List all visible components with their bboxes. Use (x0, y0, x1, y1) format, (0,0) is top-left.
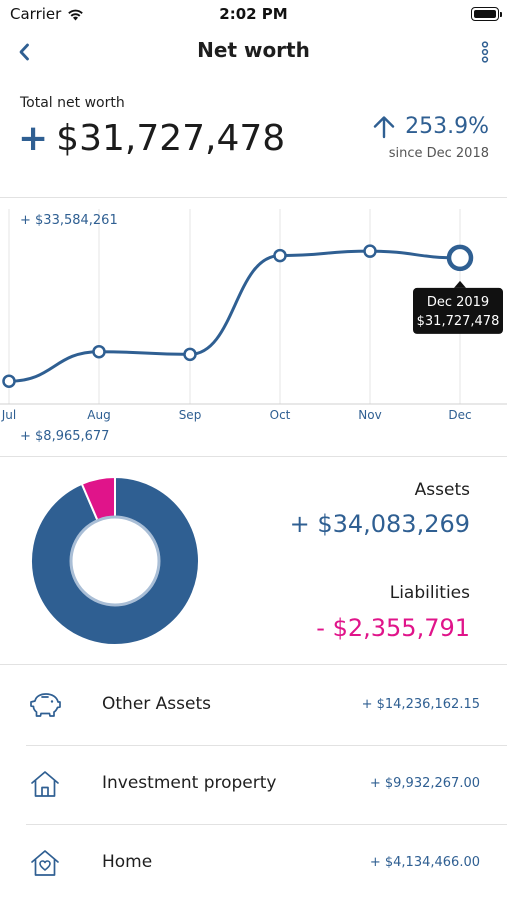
data-point-nov[interactable] (363, 244, 377, 258)
data-point-oct[interactable] (273, 248, 287, 263)
account-row-home[interactable]: Home + $4,134,466.00 (0, 824, 507, 900)
liabilities-value: - $2,355,791 (316, 614, 470, 642)
x-tick-label: Jul (1, 408, 16, 422)
battery-icon (471, 7, 502, 21)
more-vertical-icon (481, 41, 489, 63)
more-options-button[interactable] (475, 38, 495, 66)
data-point-aug[interactable] (92, 344, 106, 359)
donut-inner-ring (69, 515, 161, 607)
navigation-bar: Net worth (0, 30, 507, 74)
account-value: + $4,134,466.00 (369, 855, 480, 870)
account-row-investment-property[interactable]: Investment property + $9,932,267.00 (0, 745, 507, 824)
account-list: Other Assets + $14,236,162.15 Investment… (0, 666, 507, 900)
total-amount: $31,727,478 (56, 118, 286, 159)
net-worth-chart[interactable]: + $33,584,261 + $8,965,677 Jul Aug Sep Oct Nov… (0, 199, 507, 457)
change-percent: 253.9% (405, 114, 489, 139)
house-icon (31, 771, 59, 797)
status-bar: Carrier 2:02 PM (0, 0, 507, 30)
x-tick-label: Oct (270, 408, 291, 422)
tooltip-background (413, 287, 503, 334)
carrier-indicator: Carrier (10, 5, 84, 23)
status-time: 2:02 PM (219, 5, 288, 23)
arrow-up-icon (373, 115, 395, 138)
chart-tooltip: Dec 2019 $31,727,478 (413, 280, 503, 334)
data-point-jul[interactable] (2, 374, 16, 388)
x-tick-label: Dec (448, 408, 471, 422)
tooltip-value: $31,727,478 (417, 314, 500, 329)
total-net-worth-value: + $31,727,478 (18, 118, 285, 159)
account-row-other-assets[interactable]: Other Assets + $14,236,162.15 (0, 666, 507, 745)
carrier-label: Carrier (10, 5, 62, 23)
assets-value: + $34,083,269 (289, 510, 470, 538)
data-point-sep[interactable] (183, 347, 197, 362)
assets-label: Assets (414, 480, 470, 500)
home-heart-icon (31, 850, 59, 876)
account-name: Home (102, 852, 153, 872)
x-tick-label: Sep (179, 408, 202, 422)
tooltip-pointer (454, 280, 466, 288)
page-title: Net worth (197, 38, 310, 62)
min-value-label: + $8,965,677 (20, 429, 109, 444)
net-worth-change: 253.9% (373, 114, 489, 139)
total-net-worth-label: Total net worth (20, 95, 125, 111)
line-chart[interactable]: + $33,584,261 + $8,965,677 Jul Aug Sep Oct Nov… (0, 199, 507, 457)
x-tick-label: Nov (358, 408, 381, 422)
liabilities-label: Liabilities (389, 583, 470, 603)
net-worth-line (7, 249, 462, 383)
piggy-bank-icon (30, 693, 61, 717)
change-since-label: since Dec 2018 (388, 146, 489, 161)
account-name: Other Assets (102, 694, 211, 714)
allocation-donut-chart (30, 476, 200, 646)
account-name: Investment property (102, 773, 277, 793)
back-button[interactable] (10, 38, 38, 66)
x-tick-label: Aug (87, 408, 110, 422)
max-value-label: + $33,584,261 (20, 213, 118, 228)
data-point-dec[interactable] (446, 244, 474, 272)
account-value: + $9,932,267.00 (369, 776, 480, 791)
tooltip-date: Dec 2019 (427, 295, 489, 310)
wifi-icon (68, 9, 84, 20)
positive-sign: + (18, 118, 49, 159)
assets-liabilities-section: Assets + $34,083,269 Liabilities - $2,35… (0, 458, 507, 665)
account-value: + $14,236,162.15 (361, 697, 480, 712)
chevron-left-icon (19, 43, 29, 61)
net-worth-summary: Total net worth + $31,727,478 253.9% sinc… (0, 80, 507, 198)
